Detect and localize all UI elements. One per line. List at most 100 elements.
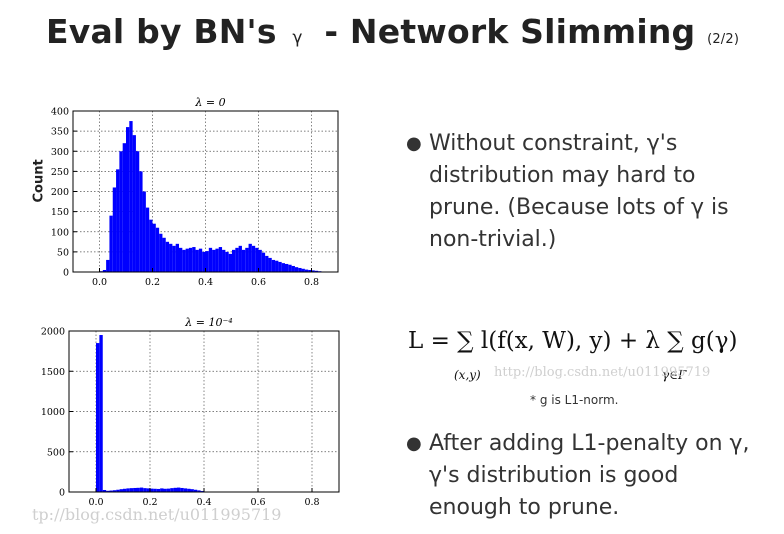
histogram-bar xyxy=(99,335,103,492)
histogram-bar xyxy=(96,343,100,492)
histogram-bar xyxy=(135,151,140,272)
y-tick-label: 1500 xyxy=(41,367,65,378)
histogram-bar xyxy=(212,249,216,272)
histogram-bar xyxy=(193,489,198,492)
histogram-bar xyxy=(251,245,256,272)
histogram-bar xyxy=(129,488,134,492)
histogram-bar xyxy=(149,219,153,272)
x-tick-label: 0.6 xyxy=(251,277,266,288)
histogram-bar xyxy=(102,489,107,492)
histogram-bar xyxy=(248,243,252,272)
histogram-bar xyxy=(163,488,167,492)
histogram-bar xyxy=(235,247,239,272)
histogram-bar xyxy=(294,267,299,272)
histogram-bar xyxy=(153,488,157,492)
histogram-bar xyxy=(268,257,272,272)
histogram-bar xyxy=(146,488,150,492)
y-tick-label: 300 xyxy=(51,147,69,158)
histogram-bar xyxy=(232,249,236,272)
histogram-bar xyxy=(304,269,309,272)
title-main: Eval by BN's xyxy=(46,12,277,51)
bullet-1: ● Without constraint, γ's distribution m… xyxy=(406,128,756,256)
histogram-bar xyxy=(102,269,107,272)
histogram-bar xyxy=(150,488,154,492)
y-tick-label: 100 xyxy=(51,227,69,238)
histogram-bar xyxy=(139,171,143,272)
histogram-bar xyxy=(170,488,174,492)
x-tick-label: 0.8 xyxy=(304,277,319,288)
histogram-bar xyxy=(116,169,120,272)
y-tick-label: 350 xyxy=(51,127,69,138)
histogram-bar xyxy=(136,487,140,492)
histogram-bar xyxy=(271,259,276,272)
histogram-bar xyxy=(215,248,219,272)
histogram-bar xyxy=(116,489,120,492)
histogram-bar xyxy=(188,247,193,272)
bullet-1-text: Without constraint, γ's distribution may… xyxy=(429,131,729,252)
histogram-bar xyxy=(112,490,117,492)
histogram-bar xyxy=(218,247,223,272)
histogram-bar xyxy=(109,215,113,272)
histogram-bar xyxy=(173,487,177,492)
histogram-bar xyxy=(172,245,176,272)
histogram-bar xyxy=(129,121,133,272)
x-tick-label: 0.0 xyxy=(92,277,107,288)
histogram-bar xyxy=(112,187,117,272)
chart-title: λ = 10⁻⁴ xyxy=(184,316,232,329)
histogram-bar xyxy=(238,245,242,272)
histogram-bar xyxy=(152,223,156,272)
y-tick-label: 400 xyxy=(51,107,69,118)
histogram-bar xyxy=(180,487,184,492)
bullet-2: ● After adding L1-penalty on γ, γ's dist… xyxy=(406,428,766,524)
x-tick-label: 0.0 xyxy=(88,497,103,508)
histogram-bar xyxy=(258,249,262,272)
histogram-bar xyxy=(143,488,147,492)
l1-norm-note: * g is L1-norm. xyxy=(530,393,619,407)
y-tick-label: 0 xyxy=(59,488,65,499)
histogram-bar xyxy=(156,488,161,492)
histogram-bar xyxy=(179,247,183,272)
x-tick-label: 0.4 xyxy=(196,497,211,508)
watermark-1: http://blog.csdn.net/u011995719 xyxy=(494,365,711,380)
histogram-bar xyxy=(142,191,146,272)
histogram-bar xyxy=(160,488,164,492)
histogram-bar xyxy=(301,268,305,272)
slide-title: Eval by BN's γ - Network Slimming (2/2) xyxy=(46,12,739,51)
histogram-bar xyxy=(122,143,126,272)
histogram-bar xyxy=(298,267,302,272)
histogram-bar xyxy=(123,488,127,492)
equation-sub-1: (x,y) xyxy=(454,368,481,382)
title-rest: - Network Slimming xyxy=(324,12,696,51)
bullet-dot: ● xyxy=(406,133,422,154)
y-tick-label: 0 xyxy=(63,268,69,279)
histogram-bar xyxy=(187,488,191,492)
histogram-bar xyxy=(190,489,194,492)
histogram-bar xyxy=(308,269,312,272)
equation-main: L = ∑ l(f(x, W), y) + λ ∑ g(γ) xyxy=(408,328,738,354)
histogram-bar xyxy=(208,247,213,272)
chart-title: λ = 0 xyxy=(194,96,225,109)
loss-equation: L = ∑ l(f(x, W), y) + λ ∑ g(γ) (x,y) γ∈Γ xyxy=(408,328,738,382)
histogram-bar xyxy=(285,263,289,272)
histogram-bar xyxy=(202,251,206,272)
histogram-bar xyxy=(169,243,173,272)
histogram-bar xyxy=(166,488,171,492)
histogram-bar xyxy=(222,249,226,272)
y-tick-label: 150 xyxy=(51,207,69,218)
histogram-bar xyxy=(119,489,123,492)
histogram-bar xyxy=(311,270,315,272)
y-tick-label: 2000 xyxy=(41,327,65,338)
histogram-bar xyxy=(177,487,181,492)
histogram-bar xyxy=(281,263,285,272)
x-tick-label: 0.8 xyxy=(304,497,319,508)
histogram-bar xyxy=(195,249,199,272)
equation-sub-2: γ∈Γ xyxy=(662,368,687,382)
histogram-bar xyxy=(119,151,123,272)
histogram-bar xyxy=(265,255,269,272)
x-tick-label: 0.6 xyxy=(250,497,265,508)
histogram-bar xyxy=(132,135,136,272)
histogram-bar xyxy=(155,227,160,272)
histogram-bar xyxy=(205,251,209,272)
histogram-bar xyxy=(255,247,259,272)
